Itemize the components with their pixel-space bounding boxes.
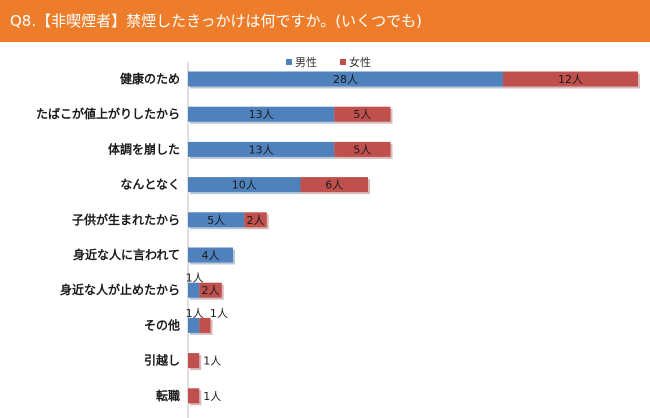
category-label: なんとなく bbox=[120, 178, 180, 192]
value-label: 10人 bbox=[232, 179, 257, 192]
category-label: たばこが値上がりしたから bbox=[36, 106, 180, 121]
bar-female bbox=[300, 177, 368, 193]
bar-female bbox=[503, 71, 638, 87]
value-label: 2人 bbox=[202, 284, 220, 297]
category-label: 体調を崩した bbox=[108, 141, 180, 156]
bar-female bbox=[334, 141, 391, 157]
value-label: 28人 bbox=[333, 73, 358, 86]
bar-female bbox=[334, 106, 391, 122]
category-label: その他 bbox=[144, 317, 180, 332]
value-label: 1人 bbox=[186, 272, 204, 285]
bar-male bbox=[188, 141, 335, 157]
value-label: 13人 bbox=[249, 143, 274, 156]
legend-label-male: 男性 bbox=[295, 55, 317, 69]
bar-male bbox=[188, 282, 200, 298]
legend-label-female: 女性 bbox=[349, 55, 371, 69]
value-label: 4人 bbox=[202, 249, 220, 262]
value-label: 1人 bbox=[210, 307, 228, 320]
category-label: 子供が生まれたから bbox=[72, 212, 180, 227]
category-label: 転職 bbox=[156, 388, 180, 403]
value-label: 1人 bbox=[203, 390, 221, 403]
value-label: 1人 bbox=[203, 355, 221, 368]
category-labels: 健康のためたばこが値上がりしたから体調を崩したなんとなく子供が生まれたから身近な… bbox=[36, 71, 180, 403]
legend-swatch-female bbox=[340, 59, 346, 65]
value-label: 6人 bbox=[325, 179, 343, 192]
chart-legend: 男性 女性 bbox=[286, 55, 371, 69]
legend-swatch-male bbox=[286, 59, 292, 65]
bar-female bbox=[188, 388, 200, 404]
bars-group bbox=[188, 71, 640, 406]
bar-male bbox=[188, 317, 200, 333]
value-label: 2人 bbox=[247, 214, 265, 227]
bar-chart: 男性 女性 健康のためたばこが値上がりしたから体調を崩したなんとなく子供が生まれた… bbox=[36, 55, 640, 418]
bar-female bbox=[188, 353, 200, 369]
bar-male bbox=[188, 212, 245, 228]
category-label: 身近な人に言われて bbox=[73, 247, 180, 262]
value-label: 13人 bbox=[249, 108, 274, 121]
page-title: Q8.【非喫煙者】禁煙したきっかけは何ですか。(いくつでも) bbox=[0, 0, 650, 42]
bar-male bbox=[188, 71, 503, 87]
bar-female bbox=[244, 212, 267, 228]
category-label: 健康のため bbox=[120, 71, 180, 86]
category-label: 引越し bbox=[144, 353, 180, 368]
category-label: 身近な人が止めたから bbox=[60, 282, 180, 297]
value-label: 5人 bbox=[353, 143, 371, 156]
value-label: 1人 bbox=[186, 307, 204, 320]
value-label: 12人 bbox=[558, 73, 583, 86]
bar-male bbox=[188, 247, 233, 263]
bar-male bbox=[188, 177, 301, 193]
bar-female bbox=[199, 282, 222, 298]
value-label: 5人 bbox=[207, 214, 225, 227]
bar-female bbox=[199, 317, 211, 333]
value-label: 5人 bbox=[353, 108, 371, 121]
bar-male bbox=[188, 106, 335, 122]
